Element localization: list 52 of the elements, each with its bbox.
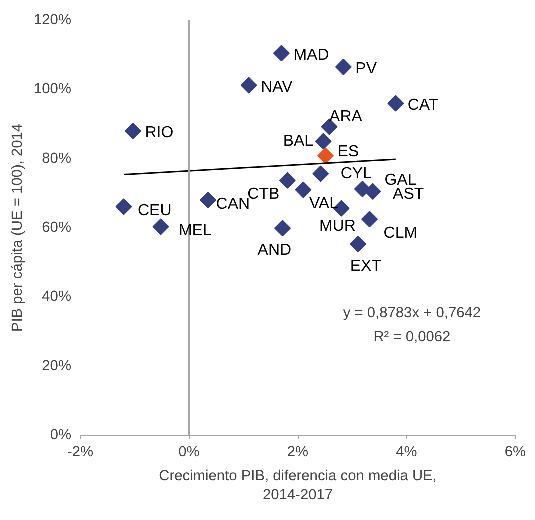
- point: [279, 172, 296, 189]
- data-label: CTB: [248, 186, 280, 204]
- point: [116, 198, 132, 216]
- data-label: CYL: [340, 166, 372, 183]
- y-axis-title: PIB per cápita (UE = 100), 2014: [10, 124, 26, 332]
- x-tick-label: 2%: [287, 444, 309, 460]
- y-tick-label: 20%: [42, 358, 72, 374]
- data-label: ARA: [330, 108, 363, 126]
- point: [312, 166, 330, 182]
- data-label: MUR: [320, 218, 356, 236]
- point: [361, 211, 378, 228]
- data-label: CLM: [384, 224, 418, 242]
- data-label: EXT: [350, 258, 382, 275]
- x-tick-label: 6%: [504, 444, 526, 460]
- point: [388, 95, 404, 112]
- annotation: R² = 0,0062: [374, 330, 451, 346]
- data-label: VAL: [309, 195, 339, 212]
- y-tick-label: 120%: [34, 12, 72, 28]
- point: [274, 220, 292, 237]
- point: [335, 58, 352, 76]
- x-tick-label: 0%: [178, 444, 200, 460]
- data-label: CEU: [138, 202, 172, 220]
- y-tick-label: 0%: [50, 428, 72, 444]
- x-tick-label: -2%: [67, 444, 94, 460]
- data-label: ES: [338, 144, 360, 161]
- point: [315, 133, 332, 150]
- data-label: GAL: [384, 172, 417, 189]
- x-tick-label: 4%: [396, 444, 418, 460]
- x-axis-title: Crecimiento PIB, diferencia con media UE, 2014-2017: [159, 468, 437, 504]
- y-tick-label: 80%: [42, 150, 72, 167]
- point: [124, 122, 142, 140]
- point: [200, 192, 217, 209]
- point: [364, 183, 382, 200]
- point: [273, 45, 290, 62]
- point: [295, 182, 312, 198]
- data-label: CAT: [408, 97, 439, 114]
- y-tick-label: 100%: [34, 82, 72, 98]
- point: [240, 77, 258, 94]
- y-tick-label: 40%: [42, 289, 72, 306]
- annotation: y = 0,8783x + 0,7642: [343, 305, 482, 322]
- data-label: NAV: [261, 79, 294, 96]
- data-label: MEL: [178, 222, 212, 240]
- data-label: AND: [258, 242, 292, 259]
- data-label: PV: [356, 60, 378, 78]
- point: [317, 148, 334, 164]
- data-label: AST: [393, 186, 424, 204]
- point: [350, 236, 367, 253]
- data-label: MAD: [294, 46, 330, 64]
- data-label: BAL: [283, 133, 314, 150]
- data-label: RIO: [145, 124, 174, 142]
- y-tick-label: 60%: [42, 220, 72, 236]
- point: [152, 218, 170, 236]
